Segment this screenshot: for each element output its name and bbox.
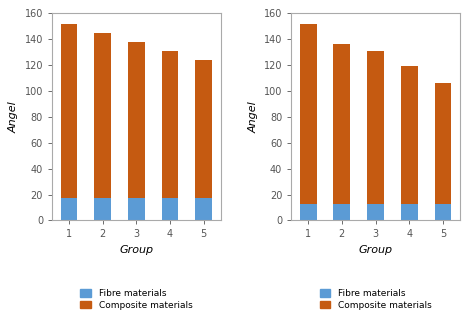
- Bar: [435, 83, 451, 204]
- Y-axis label: Angel: Angel: [9, 101, 19, 133]
- Bar: [401, 204, 418, 220]
- Bar: [401, 66, 418, 204]
- Y-axis label: Angel: Angel: [248, 101, 258, 133]
- Bar: [61, 24, 77, 198]
- Bar: [367, 51, 384, 204]
- Bar: [333, 204, 350, 220]
- X-axis label: Group: Group: [358, 245, 392, 255]
- Bar: [162, 51, 179, 198]
- Bar: [94, 33, 111, 198]
- Legend: Fibre materials, Composite materials: Fibre materials, Composite materials: [318, 287, 433, 311]
- Bar: [333, 44, 350, 204]
- Legend: Fibre materials, Composite materials: Fibre materials, Composite materials: [79, 287, 194, 311]
- Bar: [435, 204, 451, 220]
- Bar: [367, 204, 384, 220]
- Bar: [195, 198, 212, 220]
- Bar: [195, 60, 212, 198]
- Bar: [128, 42, 145, 198]
- Bar: [300, 204, 317, 220]
- X-axis label: Group: Group: [119, 245, 154, 255]
- Bar: [300, 24, 317, 204]
- Bar: [94, 198, 111, 220]
- Bar: [128, 198, 145, 220]
- Bar: [61, 198, 77, 220]
- Bar: [162, 198, 179, 220]
